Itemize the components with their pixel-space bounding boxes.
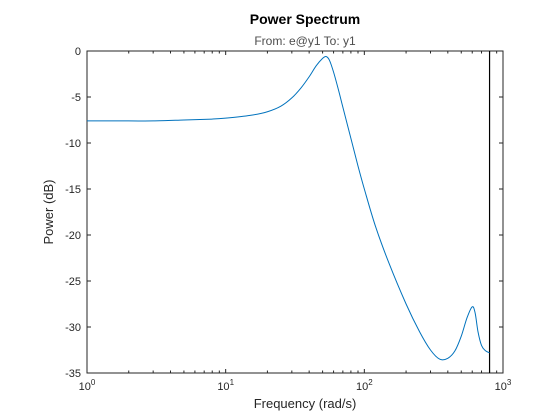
y-tick-label: -15 [65,184,81,196]
x-tick-label-exponent: 3 [507,378,512,387]
x-tick-label-exponent: 0 [91,378,96,387]
x-tick-label-base: 10 [79,381,91,393]
y-tick-label: -5 [71,92,81,104]
y-tick-label: -10 [65,138,81,150]
x-tick-label-base: 10 [356,381,368,393]
y-tick-label: -25 [65,276,81,288]
x-tick-label: 102 [356,378,373,393]
x-tick-label: 101 [217,378,234,393]
y-tick-label: 0 [75,46,81,58]
series-layer [87,51,491,373]
x-tick-label-base: 10 [495,381,507,393]
tick-marks [86,50,504,374]
chart-subtitle: From: e@y1 To: y1 [254,34,356,48]
y-axis-label: Power (dB) [41,179,56,244]
x-tick-label: 103 [495,378,512,393]
series-line [87,55,490,361]
x-axis-label: Frequency (rad/s) [254,396,357,411]
y-tick-label: -30 [65,322,81,334]
x-tick-label-exponent: 1 [230,378,235,387]
plot-area [86,50,504,374]
x-tick-label-base: 10 [217,381,229,393]
y-tick-labels: 0 -5 -10 -15 -20 -25 -30 -35 [65,46,81,380]
y-tick-label: -20 [65,230,81,242]
y-tick-label: -35 [65,368,81,380]
x-tick-label-exponent: 2 [368,378,373,387]
x-tick-label: 100 [79,378,96,393]
x-tick-labels: 100 101 102 103 [79,378,512,393]
chart-title: Power Spectrum [250,11,360,27]
